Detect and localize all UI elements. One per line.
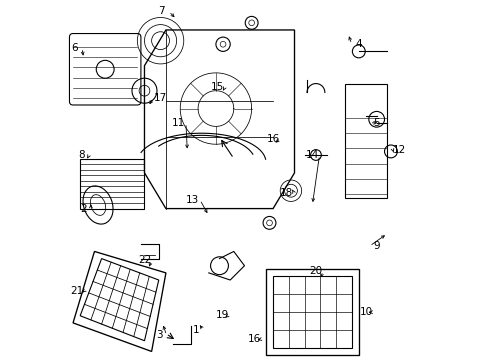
- Text: 7: 7: [158, 6, 164, 17]
- Text: 11: 11: [172, 118, 185, 128]
- Text: 14: 14: [305, 150, 318, 160]
- Text: 19: 19: [215, 310, 228, 320]
- Text: 22: 22: [138, 255, 151, 265]
- Text: 15: 15: [211, 82, 224, 92]
- Text: 16: 16: [266, 134, 279, 144]
- Text: 21: 21: [71, 286, 84, 296]
- Text: 8: 8: [79, 150, 85, 160]
- Text: 2: 2: [80, 203, 87, 213]
- Text: 18: 18: [280, 188, 293, 198]
- Text: 6: 6: [71, 43, 78, 53]
- Text: 13: 13: [186, 195, 199, 204]
- Text: 17: 17: [154, 93, 167, 103]
- Text: 4: 4: [355, 39, 362, 49]
- Text: 1: 1: [193, 325, 199, 335]
- Text: 16: 16: [247, 334, 261, 344]
- Text: 10: 10: [359, 307, 372, 317]
- Text: 3: 3: [156, 330, 163, 341]
- Text: 9: 9: [373, 241, 379, 251]
- Text: 20: 20: [309, 266, 322, 276]
- Text: 5: 5: [373, 118, 379, 128]
- Text: 12: 12: [392, 145, 406, 155]
